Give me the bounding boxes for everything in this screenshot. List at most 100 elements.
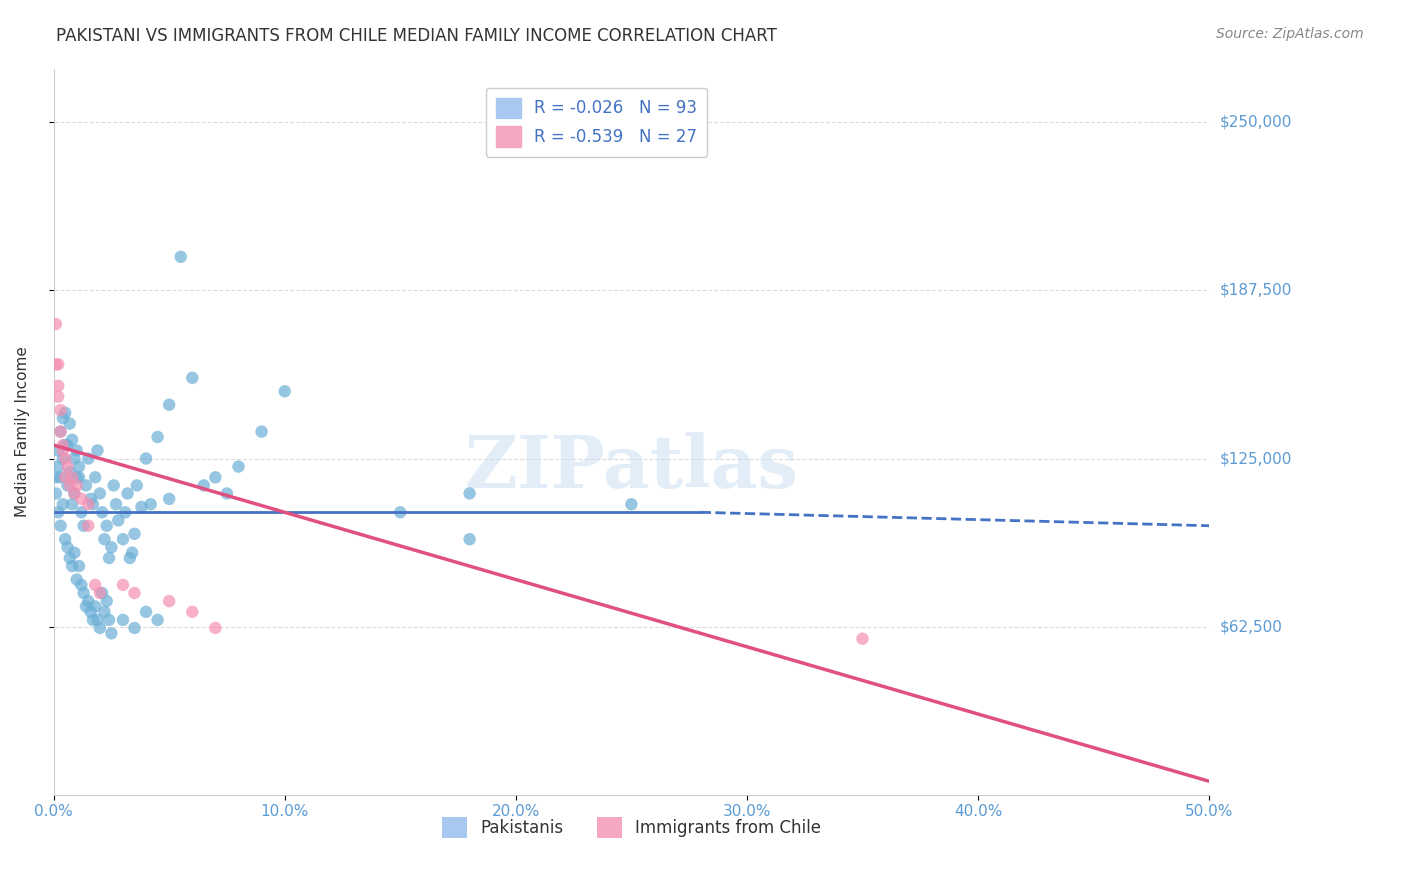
Point (72, 586, 94, 600)
Point (46, 357, 69, 371)
Point (53, 406, 76, 420)
Point (193, 478, 215, 492)
Point (67, 459, 90, 474)
Point (59, 551, 82, 566)
Point (79, 605, 101, 619)
Point (170, 250, 193, 264)
Point (63, 486, 86, 500)
Point (70, 505, 93, 519)
Point (56, 541, 79, 555)
Point (67, 559, 90, 574)
Point (111, 532, 134, 546)
Point (103, 478, 125, 492)
Point (77, 518, 100, 533)
Point (63, 546, 86, 560)
Point (46, 390, 69, 404)
Point (60, 559, 83, 574)
Point (66, 443, 89, 458)
Point (93, 532, 115, 546)
Point (82, 497, 104, 511)
Point (228, 459, 250, 474)
Point (59, 465, 82, 479)
Point (77, 497, 100, 511)
Point (49, 470, 72, 484)
Point (77, 451, 100, 466)
Point (46, 443, 69, 458)
Point (56, 459, 79, 474)
Text: $250,000: $250,000 (1220, 115, 1292, 130)
Point (124, 586, 146, 600)
Point (70, 491, 93, 506)
Text: $187,500: $187,500 (1220, 283, 1292, 298)
Point (60, 470, 83, 484)
Point (181, 371, 204, 385)
Point (89, 586, 111, 600)
Point (79, 491, 101, 506)
Point (52, 451, 75, 466)
Point (82, 613, 104, 627)
Point (98, 613, 121, 627)
Point (118, 551, 141, 566)
Point (46, 505, 69, 519)
Point (53, 470, 76, 484)
Point (75, 478, 97, 492)
Point (45, 486, 67, 500)
Point (146, 613, 169, 627)
Point (49, 425, 72, 439)
Point (49, 403, 72, 417)
Point (66, 478, 89, 492)
Point (45, 470, 67, 484)
Legend: Pakistanis, Immigrants from Chile: Pakistanis, Immigrants from Chile (434, 811, 828, 845)
Point (53, 438, 76, 452)
Text: $62,500: $62,500 (1220, 619, 1284, 634)
Point (77, 594, 100, 608)
Point (67, 470, 90, 484)
Point (131, 500, 153, 514)
Point (111, 578, 134, 592)
Point (56, 478, 79, 492)
Point (70, 578, 93, 592)
Point (105, 497, 128, 511)
Point (63, 486, 86, 500)
Point (125, 478, 148, 492)
Text: $125,000: $125,000 (1220, 451, 1292, 466)
Point (100, 541, 122, 555)
Point (45, 357, 67, 371)
Point (458, 486, 481, 500)
Point (60, 433, 83, 447)
Point (59, 417, 82, 431)
Point (52, 497, 75, 511)
Point (91, 505, 114, 519)
Point (620, 497, 643, 511)
Point (59, 478, 82, 492)
Point (124, 621, 146, 635)
Point (66, 470, 89, 484)
Point (84, 470, 107, 484)
Point (139, 497, 162, 511)
Point (181, 605, 204, 619)
Point (215, 486, 238, 500)
Point (53, 532, 76, 546)
Text: Source: ZipAtlas.com: Source: ZipAtlas.com (1216, 27, 1364, 41)
Point (157, 398, 180, 412)
Point (273, 384, 295, 399)
Point (86, 443, 108, 458)
Point (53, 451, 76, 466)
Point (114, 505, 136, 519)
Point (52, 438, 75, 452)
Point (121, 546, 143, 560)
Point (96, 594, 118, 608)
Point (389, 505, 412, 519)
Point (107, 513, 129, 527)
Point (84, 599, 107, 614)
Point (157, 594, 180, 608)
Point (204, 621, 226, 635)
Point (60, 497, 83, 511)
Point (89, 486, 111, 500)
Text: ZIPatlas: ZIPatlas (464, 433, 799, 503)
Point (117, 486, 139, 500)
Point (49, 518, 72, 533)
Point (124, 526, 146, 541)
Point (46, 459, 69, 474)
Point (135, 605, 157, 619)
